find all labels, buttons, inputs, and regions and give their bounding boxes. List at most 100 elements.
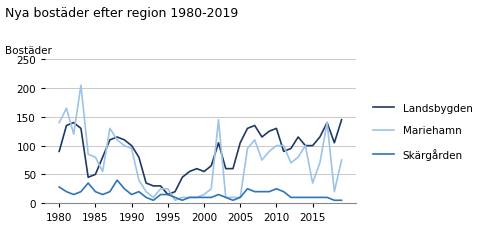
Mariehamn (331, 190, 337, 193)
Mariehamn (107, 128, 113, 130)
Mariehamn (194, 196, 200, 199)
Mariehamn (158, 188, 164, 190)
Skärgården (223, 196, 229, 199)
Skärgården (165, 193, 171, 196)
Mariehamn (78, 85, 84, 87)
Landsbygden (252, 125, 258, 127)
Skärgården (158, 193, 164, 196)
Skärgården (201, 196, 207, 199)
Landsbygden (129, 145, 135, 147)
Line: Landsbygden: Landsbygden (59, 120, 342, 195)
Landsbygden (288, 147, 294, 150)
Skärgården (331, 199, 337, 202)
Skärgården (129, 193, 135, 196)
Landsbygden (100, 156, 106, 159)
Skärgården (208, 196, 214, 199)
Mariehamn (64, 107, 70, 110)
Landsbygden (92, 173, 98, 176)
Mariehamn (150, 196, 156, 199)
Line: Mariehamn: Mariehamn (59, 86, 342, 201)
Landsbygden (194, 167, 200, 170)
Landsbygden (266, 130, 272, 133)
Mariehamn (259, 159, 265, 162)
Skärgården (317, 196, 323, 199)
Landsbygden (230, 167, 236, 170)
Skärgården (107, 190, 113, 193)
Landsbygden (114, 136, 120, 139)
Skärgården (288, 196, 294, 199)
Line: Skärgården: Skärgården (59, 180, 342, 201)
Landsbygden (143, 182, 149, 185)
Mariehamn (208, 188, 214, 190)
Skärgården (230, 199, 236, 202)
Landsbygden (78, 128, 84, 130)
Mariehamn (274, 145, 280, 147)
Skärgården (92, 190, 98, 193)
Landsbygden (339, 119, 345, 122)
Landsbygden (237, 142, 243, 145)
Skärgården (237, 196, 243, 199)
Text: Nya bostäder efter region 1980-2019: Nya bostäder efter region 1980-2019 (5, 7, 238, 20)
Mariehamn (100, 170, 106, 173)
Mariehamn (237, 196, 243, 199)
Skärgården (215, 193, 221, 196)
Mariehamn (143, 190, 149, 193)
Skärgården (274, 188, 280, 190)
Landsbygden (71, 122, 77, 125)
Mariehamn (303, 145, 309, 147)
Mariehamn (85, 153, 91, 156)
Skärgården (186, 196, 192, 199)
Landsbygden (223, 167, 229, 170)
Mariehamn (71, 133, 77, 136)
Mariehamn (317, 162, 323, 164)
Landsbygden (150, 185, 156, 188)
Mariehamn (201, 193, 207, 196)
Landsbygden (165, 193, 171, 196)
Landsbygden (303, 145, 309, 147)
Landsbygden (172, 190, 178, 193)
Mariehamn (295, 156, 301, 159)
Mariehamn (179, 196, 185, 199)
Skärgården (259, 190, 265, 193)
Skärgården (85, 182, 91, 185)
Landsbygden (56, 150, 62, 153)
Landsbygden (208, 165, 214, 167)
Skärgården (295, 196, 301, 199)
Landsbygden (244, 128, 250, 130)
Skärgården (136, 190, 142, 193)
Landsbygden (317, 136, 323, 139)
Mariehamn (223, 196, 229, 199)
Skärgården (71, 193, 77, 196)
Skärgården (252, 190, 258, 193)
Skärgården (56, 186, 62, 189)
Skärgården (244, 188, 250, 190)
Mariehamn (114, 139, 120, 142)
Skärgården (310, 196, 316, 199)
Skärgården (324, 196, 330, 199)
Mariehamn (165, 188, 171, 190)
Landsbygden (179, 176, 185, 179)
Landsbygden (121, 139, 127, 142)
Landsbygden (85, 176, 91, 179)
Mariehamn (136, 179, 142, 182)
Mariehamn (56, 122, 62, 125)
Landsbygden (259, 136, 265, 139)
Landsbygden (281, 150, 287, 153)
Mariehamn (92, 156, 98, 159)
Skärgården (303, 196, 309, 199)
Mariehamn (310, 182, 316, 185)
Landsbygden (324, 122, 330, 125)
Mariehamn (129, 147, 135, 150)
Skärgården (121, 188, 127, 190)
Landsbygden (158, 185, 164, 188)
Mariehamn (266, 150, 272, 153)
Skärgården (266, 190, 272, 193)
Landsbygden (331, 142, 337, 145)
Mariehamn (121, 145, 127, 147)
Mariehamn (172, 199, 178, 202)
Mariehamn (288, 162, 294, 164)
Mariehamn (339, 159, 345, 162)
Skärgården (114, 179, 120, 182)
Skärgården (64, 190, 70, 193)
Mariehamn (281, 145, 287, 147)
